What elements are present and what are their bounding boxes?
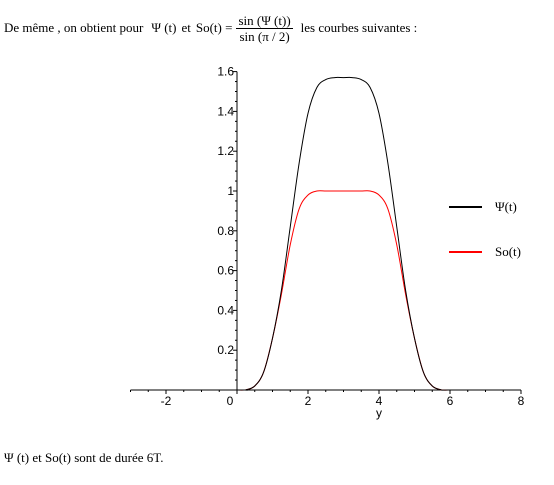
intro-et: et	[181, 20, 191, 35]
x-tick-label: 8	[518, 394, 525, 408]
y-tick-label: 1.2	[217, 144, 234, 158]
chart-legend: Ψ(t) So(t)	[449, 199, 521, 259]
y-tick-label: 0.2	[217, 343, 234, 357]
x-tick-label: 2	[305, 394, 312, 408]
intro-sentence: De même , on obtient pour Ψ (t) et So(t)…	[4, 8, 417, 48]
x-tick-label: 6	[447, 394, 454, 408]
x-tick-label: 4	[376, 394, 383, 408]
intro-text-before: De même , on obtient pour	[4, 20, 144, 35]
y-tick-label: 0.6	[217, 264, 234, 278]
y-tick-label: 1.6	[217, 65, 234, 79]
legend-so-label: So(t)	[495, 244, 521, 259]
x-tick-label: 0	[227, 394, 234, 408]
y-tick-label: 0.4	[217, 303, 234, 317]
so-series-line	[236, 190, 451, 391]
legend-psi-label: Ψ(t)	[495, 199, 517, 214]
psi-series-line	[130, 76, 522, 391]
intro-text-after: les courbes suivantes :	[300, 20, 418, 35]
footer-sentence: Ψ (t) et So(t) sont de durée 6T.	[4, 450, 164, 465]
y-tick-label: 0.8	[217, 224, 234, 238]
x-axis-label: y	[376, 406, 382, 420]
fraction-denominator: sin (π / 2)	[239, 28, 290, 44]
y-tick-label: 1	[227, 184, 234, 198]
fraction-numerator: sin (Ψ (t))	[236, 12, 293, 29]
so-formula-fraction: sin (Ψ (t)) sin (π / 2)	[236, 12, 293, 44]
y-tick-label: 1.4	[217, 104, 234, 118]
intro-psi-label: Ψ (t)	[151, 20, 177, 35]
intro-so-label: So(t) =	[195, 20, 233, 35]
chart-series	[130, 76, 522, 391]
chart-axes: -2 0 2 4 6 8 0.2 0.4 0.6 0.8 1 1.2 1.4 1.6 y	[130, 65, 525, 420]
x-tick-label: -2	[161, 394, 172, 408]
